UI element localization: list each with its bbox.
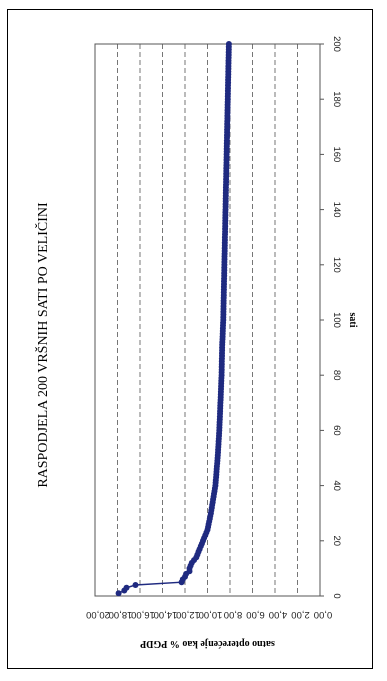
chart-title: RASPODJELA 200 VRŠNIH SATI PO VELIČINI xyxy=(34,202,51,488)
gridlines xyxy=(117,44,298,596)
y-tick-label: 16,00 xyxy=(131,609,155,620)
x-axis-label: sati xyxy=(347,313,358,328)
y-tick-label: 4,00 xyxy=(269,609,288,620)
chart-frame xyxy=(7,9,373,669)
data-point xyxy=(123,584,130,591)
data-point xyxy=(132,582,139,588)
x-tick-label: 80 xyxy=(331,370,342,381)
y-tick-label: 20,00 xyxy=(86,609,110,620)
data-point xyxy=(115,590,122,597)
y-tick-label: 10,00 xyxy=(199,609,223,620)
y-tick-label: 6,00 xyxy=(246,609,265,620)
x-tick-label: 60 xyxy=(331,425,342,436)
x-tick-label: 200 xyxy=(331,36,342,52)
ticks: 0,00 2,004,00 6,008,0010,0012,0014,0016,00… xyxy=(86,36,342,620)
x-tick-label: 180 xyxy=(331,91,342,107)
x-tick-label: 140 xyxy=(331,202,342,218)
x-tick-label: 100 xyxy=(331,312,342,328)
y-tick-label: 2,00 xyxy=(291,609,310,620)
y-tick-label: 12,00 xyxy=(176,609,200,620)
y-tick-label: 0,00 xyxy=(314,609,333,620)
y-axis-label: satno opterećenje kao % PGDP xyxy=(140,638,275,649)
data-series xyxy=(115,41,232,597)
data-point xyxy=(225,41,232,47)
y-tick-label: 18,00 xyxy=(109,609,133,620)
x-tick-label: 20 xyxy=(331,536,342,547)
y-tick-label: 8,00 xyxy=(224,609,243,620)
x-tick-label: 120 xyxy=(331,257,342,273)
x-tick-label: 160 xyxy=(331,146,342,162)
x-tick-label: 0 xyxy=(331,593,342,598)
y-tick-label: 14,00 xyxy=(154,609,178,620)
x-tick-label: 40 xyxy=(331,480,342,491)
